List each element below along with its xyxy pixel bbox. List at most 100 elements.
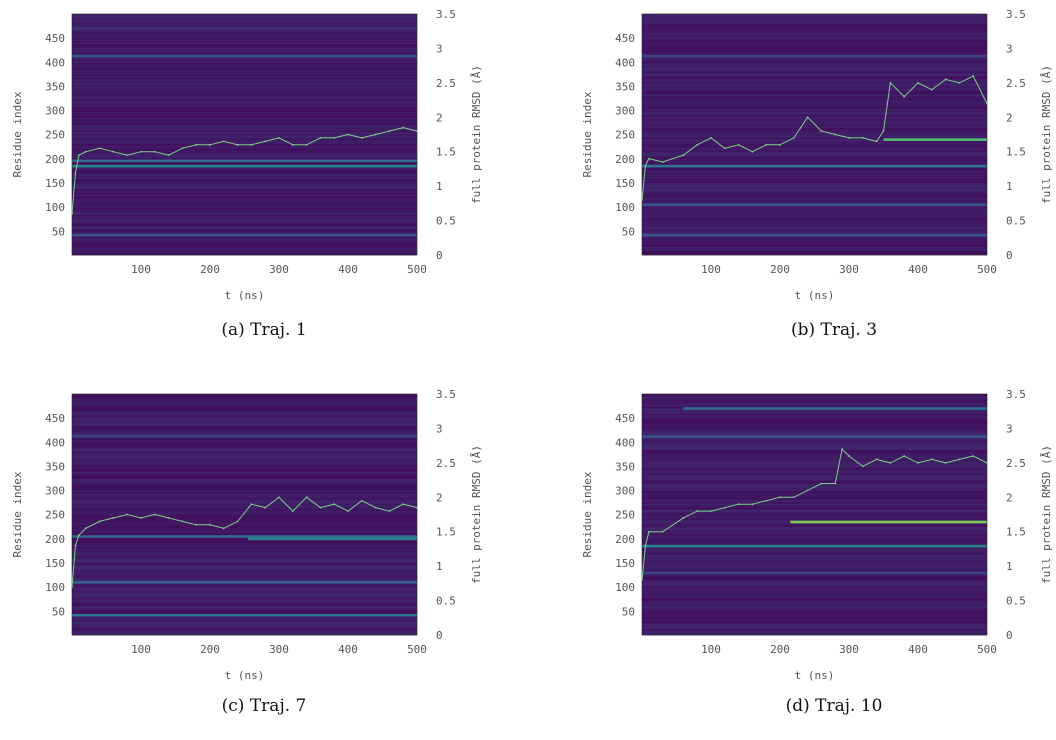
heatmap-row <box>72 223 417 226</box>
heatmap-row <box>642 596 987 598</box>
heatmap-row <box>642 146 987 149</box>
heatmap-row <box>642 587 987 590</box>
y2-tick-label: 1.5 <box>1006 146 1026 159</box>
heatmap-row <box>72 252 417 255</box>
rmsd-series-line <box>641 448 988 580</box>
heatmap-row <box>72 153 417 156</box>
rmsd-point <box>360 137 363 139</box>
heatmap-row <box>72 626 417 629</box>
heatmap-row <box>72 88 417 91</box>
heatmap-row <box>72 226 417 229</box>
y-tick-label: 400 <box>615 56 635 69</box>
rmsd-point <box>765 143 768 146</box>
heatmap-row <box>642 35 987 37</box>
heatmap-row <box>72 394 417 397</box>
heatmap-row <box>72 554 417 556</box>
heatmap-row <box>642 143 987 146</box>
heatmap-row <box>72 423 417 426</box>
heatmap-row <box>642 403 987 406</box>
heatmap-row <box>642 420 987 423</box>
heatmap-row <box>642 107 987 110</box>
rmsd-point <box>944 78 947 81</box>
heatmap-row <box>72 72 417 75</box>
rmsd-point <box>648 157 650 160</box>
heatmap-row <box>642 246 987 249</box>
heatmap-row <box>642 133 987 136</box>
heatmap-row <box>72 419 417 422</box>
rmsd-point <box>930 458 933 461</box>
heatmap-row <box>72 120 417 123</box>
heatmap-row <box>642 152 987 155</box>
x-tick-label: 400 <box>338 643 358 656</box>
heatmap-row <box>72 528 417 530</box>
bright-band <box>790 520 987 524</box>
heatmap-row <box>642 216 987 218</box>
heatmap-row <box>642 27 987 30</box>
heatmap-row <box>642 627 987 630</box>
heatmap-row <box>72 443 417 446</box>
heatmap-row <box>642 21 987 24</box>
y2-tick-label: 1 <box>1006 180 1013 193</box>
heatmap-row <box>642 468 987 471</box>
rmsd-point <box>222 527 225 530</box>
heatmap-row <box>72 517 417 520</box>
rmsd-point <box>305 143 308 146</box>
heatmap-row <box>642 210 987 213</box>
heatmap-row <box>72 432 417 435</box>
heatmap-row <box>642 488 987 491</box>
heatmap-row <box>72 192 417 195</box>
y-tick-label: 300 <box>45 485 65 498</box>
heatmap-row <box>642 23 987 26</box>
heatmap-row <box>72 36 417 39</box>
heatmap-row <box>72 565 417 568</box>
heatmap-row <box>72 525 417 527</box>
heatmap-row <box>642 43 987 46</box>
y-axis-label: Residue index <box>11 91 24 177</box>
heatmap-row <box>642 224 987 227</box>
heatmap-row <box>642 77 987 79</box>
heatmap-row <box>72 111 417 114</box>
heatmap-row <box>72 127 417 130</box>
heatmap-row <box>642 513 987 516</box>
heatmap-row <box>72 119 417 121</box>
heatmap-row <box>72 570 417 572</box>
rmsd-point <box>71 585 73 588</box>
heatmap-row <box>642 33 987 36</box>
heatmap-texture <box>642 14 987 256</box>
rmsd-point <box>388 510 391 512</box>
heatmap-row <box>642 465 987 468</box>
heatmap-row <box>642 472 987 475</box>
bright-band <box>683 407 987 410</box>
heatmap-row <box>72 58 417 60</box>
x-tick-label: 300 <box>269 263 289 276</box>
rmsd-point <box>696 143 699 146</box>
x-tick-label: 400 <box>908 263 928 276</box>
heatmap-row <box>642 429 987 432</box>
heatmap-row <box>642 95 987 98</box>
rmsd-point <box>958 458 961 461</box>
rmsd-point <box>388 130 391 132</box>
caption-traj-10: (d) Traj. 10 <box>785 696 883 716</box>
heatmap-row <box>72 69 417 72</box>
rmsd-point <box>820 130 823 132</box>
heatmap-row <box>642 100 987 102</box>
heatmap-row <box>642 68 987 71</box>
heatmap-row <box>72 35 417 37</box>
heatmap-row <box>72 399 417 401</box>
heatmap-row <box>642 232 987 234</box>
rmsd-point <box>236 143 239 146</box>
heatmap-row <box>642 237 987 240</box>
heatmap-row <box>72 205 417 208</box>
heatmap-row <box>642 174 987 176</box>
heatmap-row <box>72 610 417 613</box>
heatmap-row <box>642 187 987 189</box>
y-tick-label: 250 <box>45 509 65 522</box>
y-tick-label: 450 <box>45 32 65 45</box>
bright-band <box>72 434 417 438</box>
heatmap-row <box>642 188 987 191</box>
heatmap-row <box>72 401 417 404</box>
heatmap-row <box>642 607 987 610</box>
heatmap-row <box>72 530 417 533</box>
heatmap-row <box>72 124 417 127</box>
heatmap-row <box>642 92 987 95</box>
